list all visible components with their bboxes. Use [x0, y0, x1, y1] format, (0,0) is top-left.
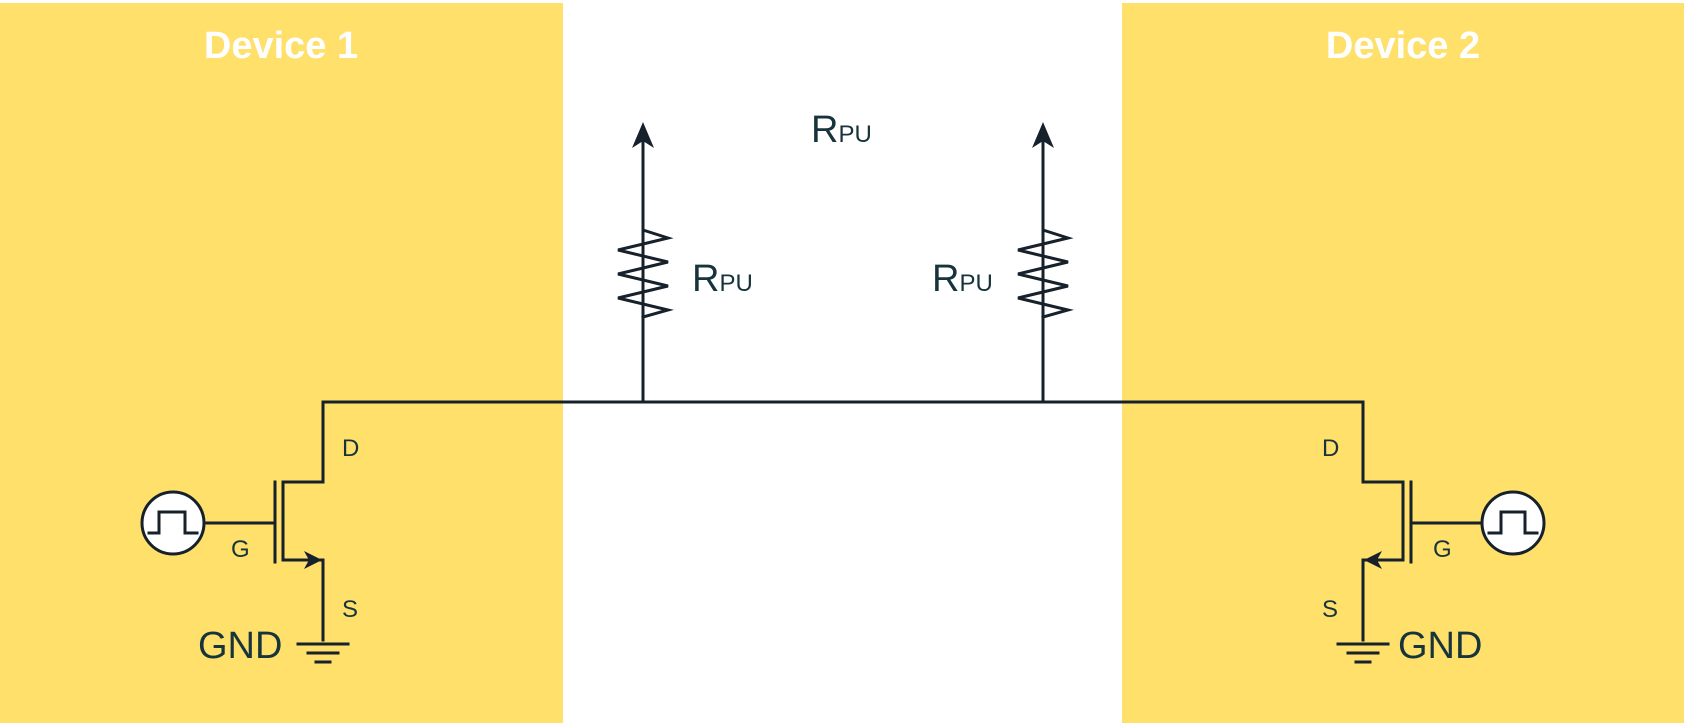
device-1-ground-label: GND	[198, 625, 282, 667]
device-2-ground-label: GND	[1398, 625, 1482, 667]
device-1-title: Device 1	[204, 25, 358, 67]
resistor-left	[617, 122, 674, 404]
device-2-pulse-source-icon	[1480, 490, 1546, 556]
device-1-gate-label: G	[231, 536, 250, 563]
arrow-right-icon	[304, 551, 322, 569]
arrow-up-icon	[1032, 122, 1054, 148]
resistor-right-label: RPU	[932, 258, 993, 300]
resistor-right	[1017, 122, 1074, 404]
device-2-source-label: S	[1322, 596, 1338, 623]
device-2-title: Device 2	[1326, 25, 1480, 67]
device-2-panel	[1122, 3, 1684, 723]
device-1-source-label: S	[342, 596, 358, 623]
arrow-up-icon	[632, 122, 654, 148]
arrow-left-icon	[1364, 551, 1382, 569]
device-1-ground-icon	[296, 642, 350, 664]
device-2-ground-icon	[1336, 642, 1390, 664]
floating-rpu-label: RPU	[811, 109, 872, 151]
device-2-drain-label: D	[1322, 435, 1339, 462]
device-2-mosfet	[1361, 400, 1484, 642]
resistor-left-label: RPU	[692, 258, 753, 300]
device-1-drain-label: D	[342, 435, 359, 462]
device-1-panel	[0, 3, 563, 723]
device-2-gate-label: G	[1433, 536, 1452, 563]
device-1-pulse-source-icon	[140, 490, 206, 556]
device-1-mosfet	[205, 400, 325, 642]
